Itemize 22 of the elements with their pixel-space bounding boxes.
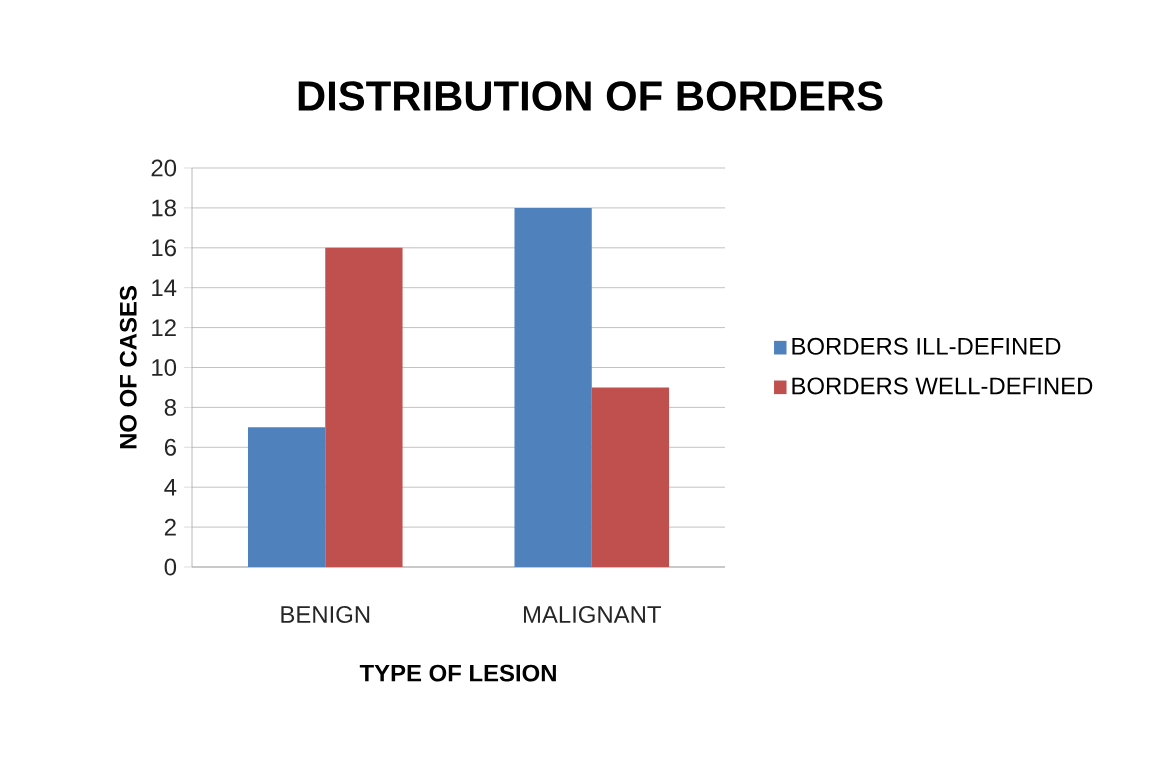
legend-label: BORDERS WELL-DEFINED [792, 377, 1093, 395]
bar [591, 387, 670, 567]
y-tick-label: 2 [164, 518, 176, 536]
y-tick-label: 14 [152, 279, 177, 296]
x-tick-label: BENIGN [281, 606, 370, 623]
y-tick-label: 10 [152, 359, 177, 376]
chart-title: DISTRIBUTION OF BORDERS [298, 81, 883, 111]
y-tick-label: 4 [164, 478, 177, 496]
bar [514, 207, 592, 567]
y-axis-title: NO OF CASES [119, 286, 137, 449]
legend-label: BORDERS ILL-DEFINED [792, 337, 1061, 355]
y-tick-label: 12 [152, 319, 176, 336]
bar [325, 247, 403, 567]
x-tick-label: MALIGNANT [523, 606, 661, 623]
y-tick-label: 6 [164, 438, 176, 456]
y-tick-label: 16 [152, 239, 176, 257]
x-axis-title: TYPE OF LESION [359, 664, 556, 682]
y-tick-label: 0 [164, 558, 177, 576]
bar [247, 427, 326, 567]
y-tick-label: 20 [151, 159, 177, 177]
y-tick-label: 18 [152, 199, 176, 217]
y-tick-label: 8 [164, 398, 176, 416]
